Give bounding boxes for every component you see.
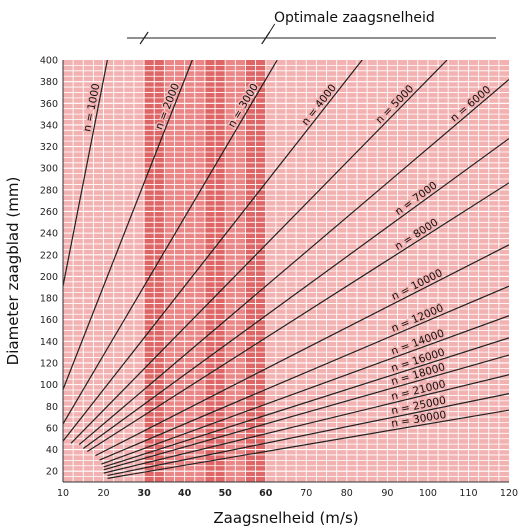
grid <box>63 60 509 482</box>
curve-line <box>107 393 509 477</box>
x-tick-label: 120 <box>500 488 518 499</box>
y-tick-label: 140 <box>40 337 58 348</box>
y-tick-label: 20 <box>46 467 58 478</box>
x-tick-label: 10 <box>57 488 69 499</box>
x-tick-label: 60 <box>259 488 273 499</box>
curve-line <box>87 182 509 452</box>
y-tick-label: 280 <box>40 185 58 196</box>
x-tick-label: 30 <box>137 488 151 499</box>
curve-line <box>63 60 278 425</box>
curve-line <box>63 60 108 287</box>
y-tick-label: 380 <box>40 77 58 88</box>
band-label: Optimale zaagsnelheid <box>274 10 435 26</box>
x-tick-label: 50 <box>219 488 233 499</box>
y-tick-label: 200 <box>40 272 58 283</box>
curve-line <box>99 285 509 461</box>
y-tick-label: 260 <box>40 207 58 218</box>
curve-line <box>101 315 509 465</box>
y-tick-label: 120 <box>40 358 58 369</box>
x-tick-label: 40 <box>178 488 192 499</box>
band-bracket-start-mark <box>139 31 149 45</box>
axes: 10 20 30 40 50 60 70 80 90 100 110 120 20 40 60 80 100 12… <box>4 56 518 528</box>
curve-line <box>82 138 509 450</box>
x-tick-label: 110 <box>459 488 477 499</box>
x-tick-label: 80 <box>341 488 353 499</box>
y-tick-label: 160 <box>40 315 58 326</box>
y-tick-label: 80 <box>46 402 58 413</box>
curve-line <box>103 337 509 468</box>
y-tick-label: 180 <box>40 294 58 305</box>
y-tick-label: 360 <box>40 99 58 110</box>
y-tick-label: 400 <box>40 56 58 67</box>
curve-line <box>70 60 448 444</box>
optimal-band-annotation: Optimale zaagsnelheid <box>127 10 496 45</box>
curve-line <box>107 409 509 479</box>
y-tick-label: 100 <box>40 380 58 391</box>
band-label-leader <box>265 23 276 39</box>
y-tick-label: 340 <box>40 120 58 131</box>
y-axis-title: Diameter zaagblad (mm) <box>4 177 22 366</box>
y-tick-label: 40 <box>46 445 58 456</box>
x-tick-label: 20 <box>97 488 109 499</box>
curve-line <box>63 60 363 442</box>
x-tick-label: 100 <box>419 488 437 499</box>
y-tick-label: 240 <box>40 229 58 240</box>
curve-line <box>103 374 509 474</box>
y-tick-label: 220 <box>40 250 58 261</box>
x-tick-label: 70 <box>300 488 312 499</box>
curves <box>63 60 509 479</box>
x-axis-title: Zaagsnelheid (m/s) <box>213 509 358 527</box>
y-tick-label: 320 <box>40 142 58 153</box>
curve-line <box>78 79 509 446</box>
curve-line <box>103 354 509 471</box>
y-tick-label: 300 <box>40 164 58 175</box>
y-tick-label: 60 <box>46 423 58 434</box>
curve-line <box>63 60 193 390</box>
x-tick-label: 90 <box>381 488 393 499</box>
curve-line <box>95 244 509 457</box>
